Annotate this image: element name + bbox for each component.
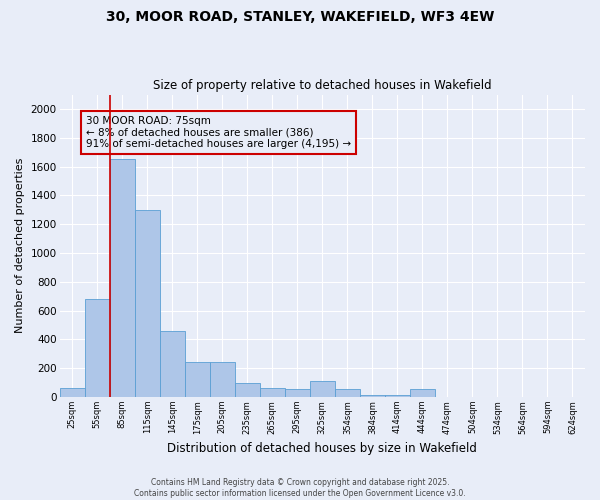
Title: Size of property relative to detached houses in Wakefield: Size of property relative to detached ho… xyxy=(153,79,491,92)
Text: Contains HM Land Registry data © Crown copyright and database right 2025.
Contai: Contains HM Land Registry data © Crown c… xyxy=(134,478,466,498)
Y-axis label: Number of detached properties: Number of detached properties xyxy=(15,158,25,334)
Bar xyxy=(134,210,160,397)
Text: 30 MOOR ROAD: 75sqm
← 8% of detached houses are smaller (386)
91% of semi-detach: 30 MOOR ROAD: 75sqm ← 8% of detached hou… xyxy=(86,116,351,149)
Bar xyxy=(185,362,210,397)
Bar xyxy=(385,395,410,397)
Bar xyxy=(360,395,385,397)
Bar xyxy=(285,389,310,397)
X-axis label: Distribution of detached houses by size in Wakefield: Distribution of detached houses by size … xyxy=(167,442,477,455)
Text: 30, MOOR ROAD, STANLEY, WAKEFIELD, WF3 4EW: 30, MOOR ROAD, STANLEY, WAKEFIELD, WF3 4… xyxy=(106,10,494,24)
Bar xyxy=(160,332,185,397)
Bar xyxy=(59,388,85,397)
Bar xyxy=(335,389,360,397)
Bar xyxy=(210,362,235,397)
Bar xyxy=(260,388,285,397)
Bar xyxy=(110,160,134,397)
Bar xyxy=(310,381,335,397)
Bar xyxy=(85,299,110,397)
Bar xyxy=(235,384,260,397)
Bar xyxy=(410,389,435,397)
